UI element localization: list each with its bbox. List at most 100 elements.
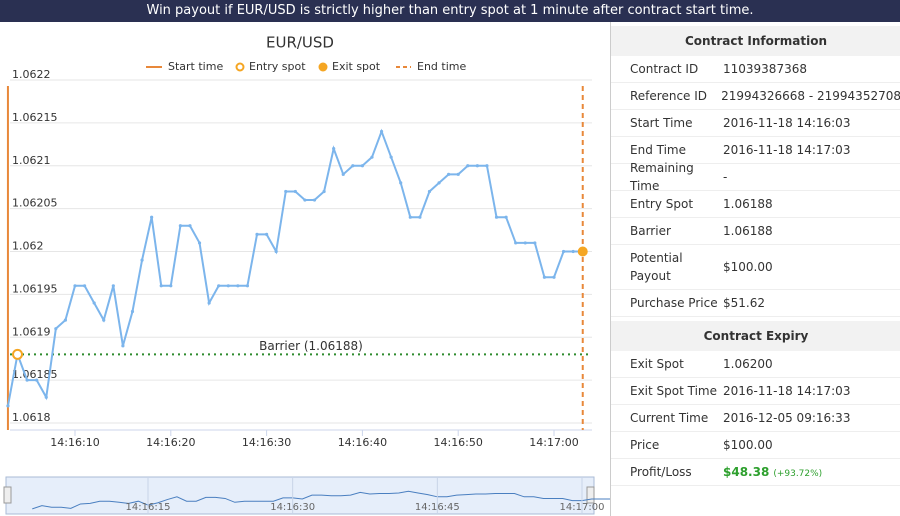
price-point (6, 404, 10, 408)
price-point (475, 164, 479, 168)
row-label: Exit Spot (630, 357, 684, 371)
x-tick-label: 14:16:10 (50, 436, 99, 449)
y-tick-label: 1.06205 (12, 197, 58, 210)
row-value: $51.62 (723, 296, 765, 310)
row-label: Potential Payout (630, 251, 683, 283)
row-label: Contract ID (630, 62, 699, 76)
legend-symbol (318, 62, 328, 72)
row-value: 21994326668 - 21994352708 (721, 89, 900, 103)
x-tick-label: 14:16:50 (433, 436, 482, 449)
row-value: 11039387368 (723, 62, 807, 76)
info-row: Remaining Time - (611, 161, 900, 193)
row-value: 1.06200 (723, 357, 773, 371)
chart-title: EUR/USD (266, 34, 334, 52)
price-point (188, 224, 192, 228)
row-value: 2016-11-18 14:16:03 (723, 116, 851, 130)
price-point (102, 318, 106, 322)
x-tick-label: 14:16:20 (146, 436, 195, 449)
chart-background (0, 22, 610, 516)
price-point (265, 232, 269, 236)
price-point (274, 249, 278, 254)
row-label: Price (630, 438, 660, 452)
price-point (312, 198, 317, 202)
info-row: End Time 2016-11-18 14:17:03 (611, 137, 900, 164)
exit-spot (577, 246, 588, 257)
price-point (494, 215, 499, 219)
navigator-handle[interactable] (586, 486, 595, 504)
info-row: Exit Spot 1.06200 (611, 351, 900, 378)
price-point (236, 284, 240, 288)
price-point (341, 172, 345, 176)
price-point (150, 215, 154, 219)
row-value: $100.00 (723, 438, 773, 452)
banner: Win payout if EUR/USD is strictly higher… (0, 0, 900, 22)
price-point (418, 215, 422, 219)
section-header: Contract Expiry (611, 321, 900, 351)
navigator-tick-label: 14:16:45 (415, 502, 460, 513)
price-point (82, 284, 87, 288)
barrier-label: Barrier (1.06188) (259, 339, 363, 353)
price-point (35, 378, 39, 382)
row-label: Entry Spot (630, 197, 694, 211)
legend: Start time Entry spot Exit spot End time (146, 60, 466, 73)
price-point (44, 395, 48, 399)
price-point (197, 241, 202, 245)
price-point (54, 327, 58, 331)
price-point (293, 189, 297, 194)
price-point (217, 284, 221, 288)
row-label: Remaining Time (630, 161, 694, 193)
price-point (121, 344, 125, 348)
navigator-handle[interactable] (3, 486, 12, 504)
legend-label: Entry spot (249, 60, 306, 73)
section-header: Contract Information (611, 26, 900, 56)
navigator-line (32, 490, 610, 510)
price-point (92, 301, 96, 305)
row-label: End Time (630, 143, 686, 157)
row-label: Barrier (630, 224, 671, 238)
navigator-tick-label: 14:17:00 (560, 502, 605, 513)
legend-label: Start time (168, 60, 223, 73)
price-point (207, 301, 211, 305)
price-point (130, 309, 135, 314)
price-point (427, 189, 432, 194)
chart: EUR/USD Start time Entry spot Exit spot … (0, 22, 610, 516)
row-value: 2016-11-18 14:17:03 (723, 384, 851, 398)
row-value: 2016-12-05 09:16:33 (723, 411, 851, 425)
price-point (533, 241, 537, 245)
price-point (351, 164, 355, 168)
y-tick-label: 1.0621 (12, 154, 51, 167)
navigator-tick-label: 14:16:15 (126, 502, 171, 513)
price-point (523, 241, 527, 245)
price-point (389, 155, 393, 159)
legend-label: End time (417, 60, 466, 73)
price-point (408, 215, 412, 219)
price-point (542, 275, 547, 279)
legend-symbol (235, 62, 245, 72)
price-point (322, 189, 326, 194)
entry-spot (12, 348, 24, 360)
row-value: $48.38 (+93.72%) (723, 465, 823, 479)
x-tick-label: 14:16:30 (242, 436, 291, 449)
info-row: Profit/Loss $48.38 (+93.72%) (611, 459, 900, 486)
info-row: Potential Payout $100.00 (611, 245, 900, 290)
row-label: Start Time (630, 116, 693, 130)
price-point (456, 172, 460, 176)
info-row: Start Time 2016-11-18 14:16:03 (611, 110, 900, 137)
info-row: Entry Spot 1.06188 (611, 191, 900, 218)
y-tick-label: 1.0618 (12, 411, 51, 424)
x-tick-label: 14:17:00 (529, 436, 578, 449)
info-row: Barrier 1.06188 (611, 218, 900, 245)
price-point (303, 198, 307, 202)
price-point (447, 172, 451, 176)
info-row: Purchase Price $51.62 (611, 290, 900, 317)
info-row: Current Time 2016-12-05 09:16:33 (611, 405, 900, 432)
price-point (466, 164, 470, 168)
price-point (226, 284, 230, 288)
row-label: Profit/Loss (630, 465, 692, 479)
y-tick-label: 1.06195 (12, 282, 58, 295)
price-point (399, 181, 403, 185)
price-point (255, 232, 259, 236)
info-row: Price $100.00 (611, 432, 900, 459)
y-tick-label: 1.062 (12, 240, 44, 253)
